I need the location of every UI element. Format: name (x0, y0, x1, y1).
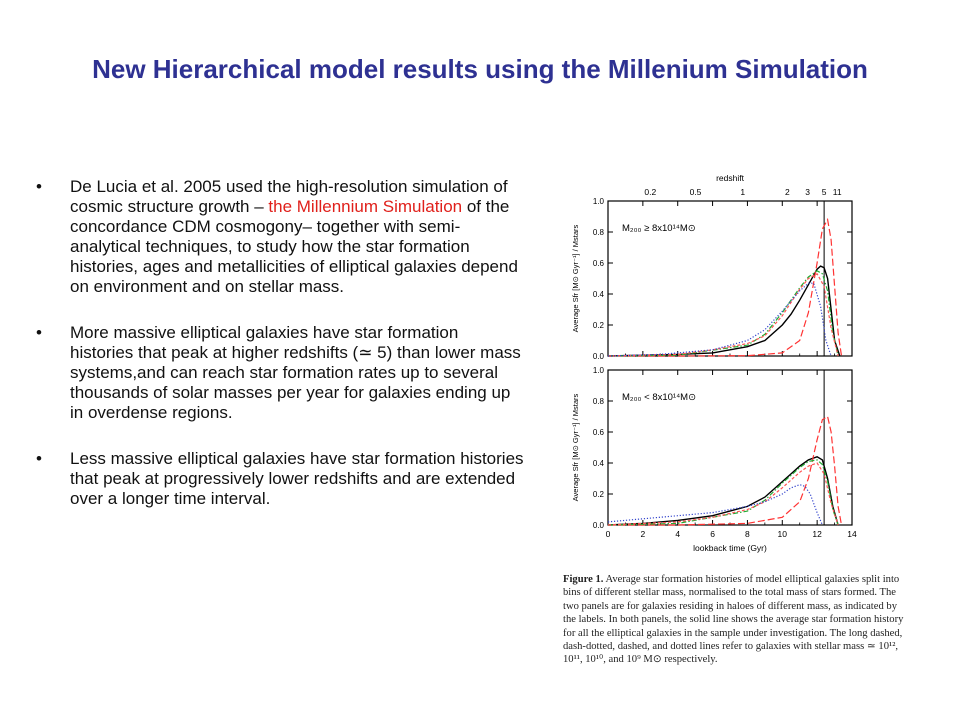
y-tick-label: 0.6 (593, 428, 605, 437)
x-tick-label: 0 (606, 529, 611, 539)
bullet-item: • More massive elliptical galaxies have … (36, 323, 526, 423)
bullet-dot: • (36, 323, 42, 342)
x-tick-label: 8 (745, 529, 750, 539)
y-tick-label: 0.4 (593, 459, 605, 468)
bullet-text: De Lucia et al. 2005 used the high-resol… (70, 177, 508, 216)
y-tick-label: 0.0 (593, 352, 605, 361)
top-tick-label: 2 (785, 187, 790, 197)
top-tick-label: 0.5 (690, 187, 702, 197)
top-axis-label: redshift (716, 173, 745, 183)
top-tick-label: 1 (740, 187, 745, 197)
panel-label: M₂₀₀ ≥ 8x10¹⁴M⊙ (622, 223, 696, 234)
top-tick-label: 5 (822, 187, 827, 197)
x-tick-label: 4 (675, 529, 680, 539)
series-line-long-dashed (608, 415, 843, 526)
series-line-dash-dotted (607, 270, 839, 357)
bullet-item: • Less massive elliptical galaxies have … (36, 449, 526, 509)
series-line-dotted (607, 484, 823, 526)
series-line-dash-dotted (607, 459, 839, 526)
y-axis-label: Average Sfr [M⊙ Gyr⁻¹] / Mstars (571, 393, 580, 501)
bullet-item: • De Lucia et al. 2005 used the high-res… (36, 177, 526, 297)
bullet-dot: • (36, 177, 42, 196)
top-tick-label: 11 (833, 187, 842, 197)
series-line-solid (607, 456, 839, 526)
bullet-text: of the concordance CDM cosmogony– togeth… (70, 197, 518, 296)
figure-caption: Figure 1. Average star formation histori… (563, 573, 908, 667)
x-axis-label: lookback time (Gyr) (693, 543, 767, 553)
bullet-text: Less massive elliptical galaxies have st… (70, 449, 524, 508)
series-line-dotted (607, 282, 832, 357)
x-tick-label: 2 (640, 529, 645, 539)
bullet-highlight: the Millennium Simulation (268, 197, 463, 216)
caption-text: Average star formation histories of mode… (563, 574, 904, 666)
y-tick-label: 0.0 (593, 521, 605, 530)
star-formation-figure: 0.0 0.2 0.4 0.6 0.8 1.0 M₂₀₀ ≥ 8x10¹⁴M⊙ Average… (571, 173, 857, 553)
y-axis-label: Average Sfr [M⊙ Gyr⁻¹] / Mstars (571, 224, 580, 332)
y-tick-label: 1.0 (593, 366, 605, 375)
caption-label: Figure 1. (563, 574, 604, 585)
y-tick-label: 1.0 (593, 197, 605, 206)
y-tick-label: 0.4 (593, 290, 605, 299)
series-line-solid (607, 265, 841, 357)
bullet-list: • De Lucia et al. 2005 used the high-res… (36, 177, 526, 535)
top-tick-label: 0.2 (644, 187, 656, 197)
slide-title: New Hierarchical model results using the… (92, 54, 868, 84)
x-tick-label: 12 (812, 529, 822, 539)
y-tick-label: 0.6 (593, 259, 605, 268)
y-tick-label: 0.2 (593, 321, 605, 330)
series-line-dashed (607, 272, 839, 357)
top-tick-label: 3 (805, 187, 810, 197)
x-tick-label: 10 (778, 529, 788, 539)
bullet-text: More massive elliptical galaxies have st… (70, 323, 521, 422)
x-tick-label: 14 (847, 529, 857, 539)
bullet-dot: • (36, 449, 42, 468)
series-line-long-dashed (608, 217, 843, 357)
x-tick-label: 6 (710, 529, 715, 539)
panel-label: M₂₀₀ < 8x10¹⁴M⊙ (622, 392, 696, 403)
y-tick-label: 0.8 (593, 397, 605, 406)
y-tick-label: 0.8 (593, 228, 605, 237)
y-tick-label: 0.2 (593, 490, 605, 499)
